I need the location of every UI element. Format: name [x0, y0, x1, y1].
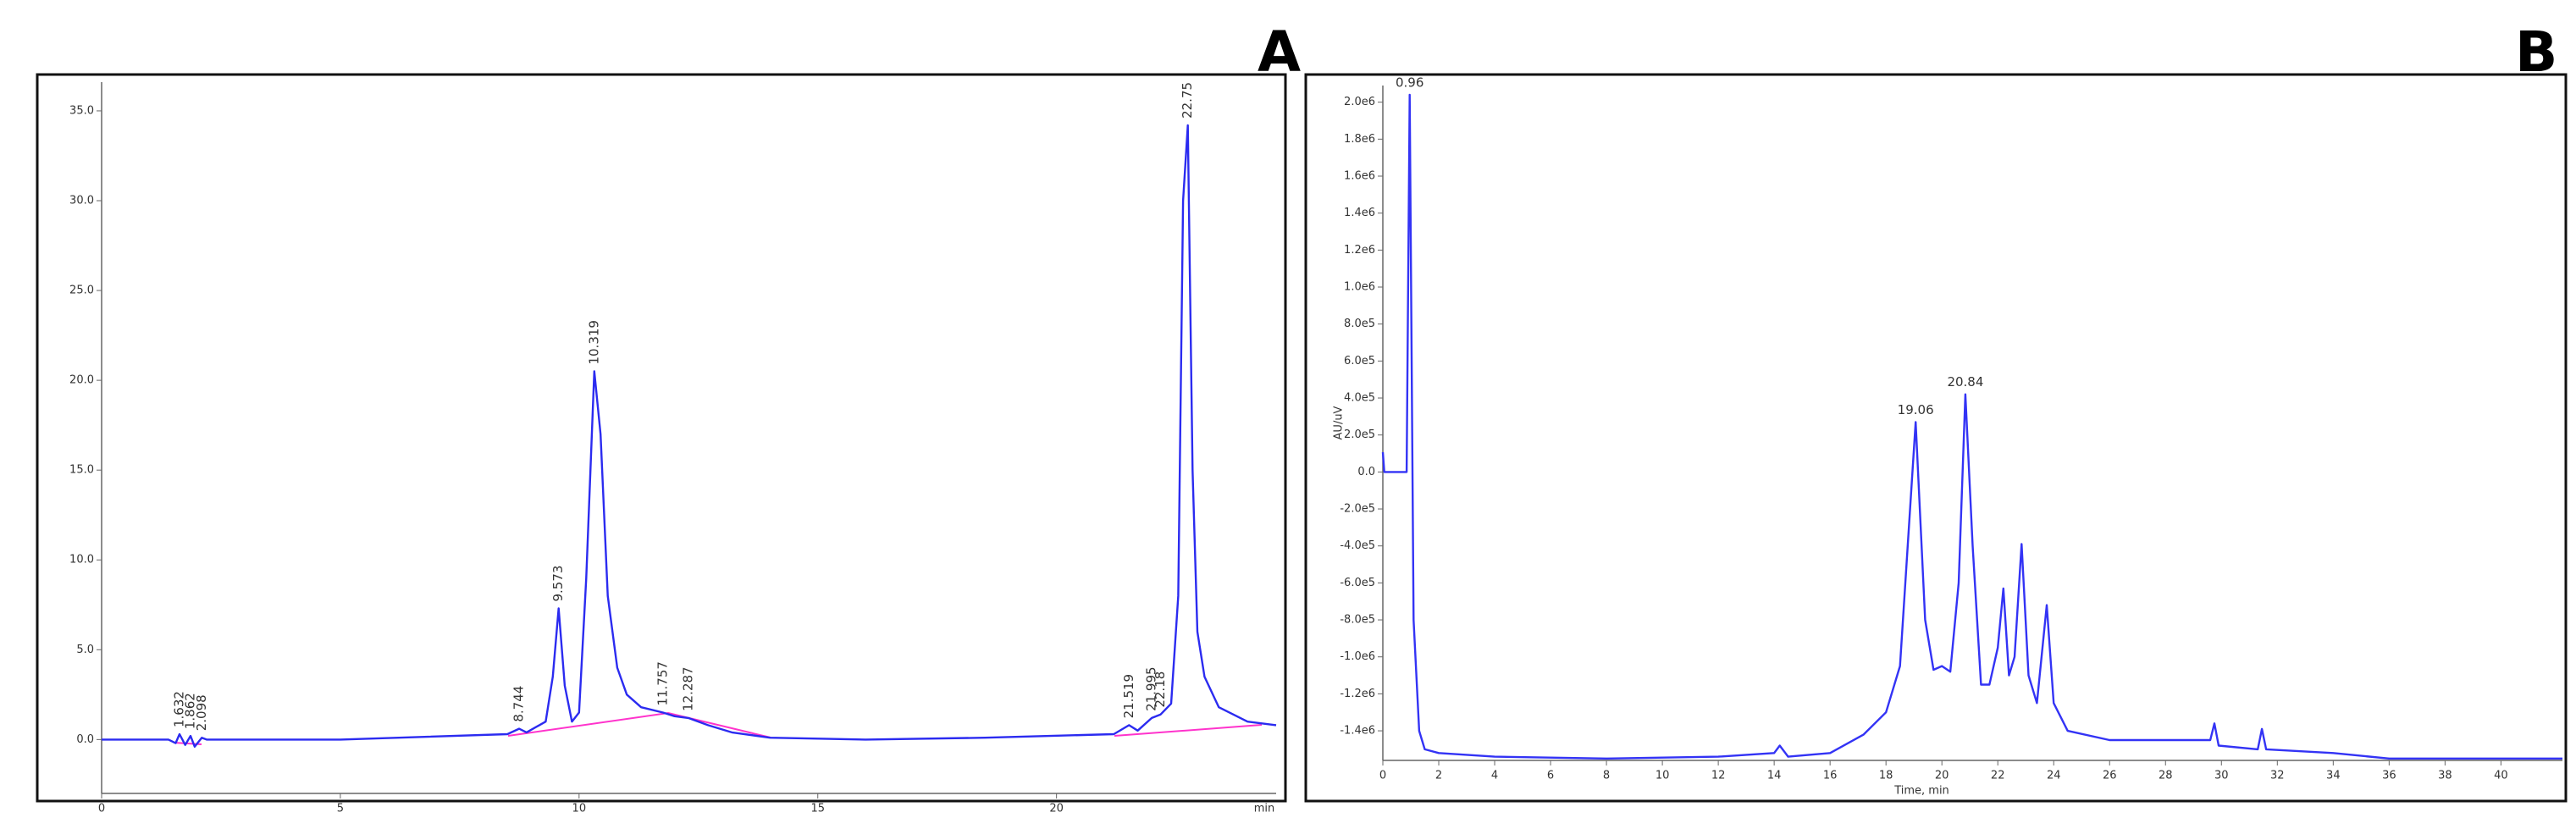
panel-letter: A [1258, 19, 1301, 85]
y-tick-label: 30.0 [69, 195, 94, 207]
x-tick-label: 5 [337, 803, 344, 815]
x-tick-label: 36 [2382, 770, 2396, 782]
y-tick-label: -1.2e6 [1340, 688, 1375, 700]
y-tick-label: 1.0e6 [1344, 281, 1375, 294]
peak-label: 12.287 [680, 666, 695, 711]
peak-label: 21.995 [1144, 666, 1159, 711]
peak-label: 2.098 [194, 694, 209, 731]
x-tick-label: 26 [2103, 770, 2117, 782]
x-tick-label: 6 [1547, 770, 1554, 782]
x-tick-label: 12 [1711, 770, 1726, 782]
y-tick-label: 4.0e5 [1344, 392, 1375, 405]
x-tick-label: 8 [1603, 770, 1610, 782]
peak-label: 21.519 [1121, 674, 1136, 719]
peak-label: 0.96 [1396, 75, 1423, 90]
x-tick-label: 10 [1656, 770, 1670, 782]
y-tick-label: 15.0 [69, 464, 94, 477]
y-tick-label: 1.6e6 [1344, 169, 1375, 182]
peak-label: 10.319 [586, 320, 601, 365]
x-tick-label: 38 [2438, 770, 2452, 782]
peak-label: 1.632 [172, 691, 187, 727]
x-tick-label: 20 [1049, 803, 1064, 815]
y-tick-label: -2.0e5 [1340, 503, 1375, 516]
peak-label: 11.757 [655, 661, 670, 706]
x-tick-label: 34 [2326, 770, 2341, 782]
peak-label: 22.75 [1180, 82, 1195, 119]
panel-b-frame [1304, 73, 2568, 803]
trace [102, 124, 1277, 748]
x-axis-label: min [1254, 803, 1275, 815]
x-tick-label: 30 [2214, 770, 2229, 782]
y-tick-label: 35.0 [69, 104, 94, 117]
x-tick-label: 18 [1879, 770, 1893, 782]
peak-label: 22.18 [1153, 671, 1168, 708]
peak-label: 1.862 [182, 693, 197, 729]
x-tick-label: 0 [1379, 770, 1386, 782]
y-tick-label: -1.4e6 [1340, 725, 1375, 738]
trace [1381, 93, 2562, 760]
y-tick-label: 1.8e6 [1344, 133, 1375, 146]
x-tick-label: 10 [572, 803, 587, 815]
y-tick-label: -6.0e5 [1340, 577, 1375, 589]
peak-label: 19.06 [1898, 402, 1934, 417]
baseline-segment [1114, 724, 1263, 737]
x-tick-label: 16 [1823, 770, 1838, 782]
peak-label: 9.573 [550, 566, 566, 602]
y-tick-label: 10.0 [69, 554, 94, 566]
peak-label: 8.744 [511, 686, 527, 722]
y-tick-label: -1.0e6 [1340, 650, 1375, 663]
x-tick-label: 4 [1491, 770, 1498, 782]
y-axis-label: AU/uV [1333, 406, 1346, 439]
x-axis-label: Time, min [1893, 785, 1949, 798]
x-tick-label: 32 [2270, 770, 2285, 782]
baseline-segment [507, 711, 771, 738]
x-tick-label: 22 [1991, 770, 2005, 782]
x-tick-label: 40 [2494, 770, 2508, 782]
y-tick-label: 25.0 [69, 285, 94, 297]
y-tick-label: 0.0 [1357, 466, 1375, 478]
x-tick-label: 14 [1767, 770, 1782, 782]
panel-a-frame [36, 73, 1287, 803]
x-tick-label: 20 [1935, 770, 1949, 782]
x-tick-label: 2 [1435, 770, 1442, 782]
y-tick-label: 0.0 [76, 733, 94, 746]
y-tick-label: 20.0 [69, 374, 94, 387]
peak-label: 20.84 [1947, 374, 1983, 390]
panel-letter: B [2515, 19, 2557, 85]
x-tick-label: 15 [810, 803, 825, 815]
x-tick-label: 24 [2047, 770, 2061, 782]
y-tick-label: 1.4e6 [1344, 207, 1375, 219]
y-tick-label: 8.0e5 [1344, 318, 1375, 330]
y-tick-label: 6.0e5 [1344, 355, 1375, 368]
y-tick-label: -8.0e5 [1340, 614, 1375, 627]
x-tick-label: 28 [2159, 770, 2173, 782]
y-tick-label: 1.2e6 [1344, 244, 1375, 257]
y-tick-label: 2.0e6 [1344, 96, 1375, 108]
y-tick-label: 5.0 [76, 644, 94, 656]
y-tick-label: -4.0e5 [1340, 539, 1375, 552]
y-tick-label: 2.0e5 [1344, 428, 1375, 441]
x-tick-label: 0 [98, 803, 105, 815]
